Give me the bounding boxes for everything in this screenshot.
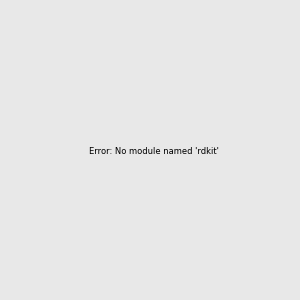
Text: Error: No module named 'rdkit': Error: No module named 'rdkit'	[89, 147, 219, 156]
